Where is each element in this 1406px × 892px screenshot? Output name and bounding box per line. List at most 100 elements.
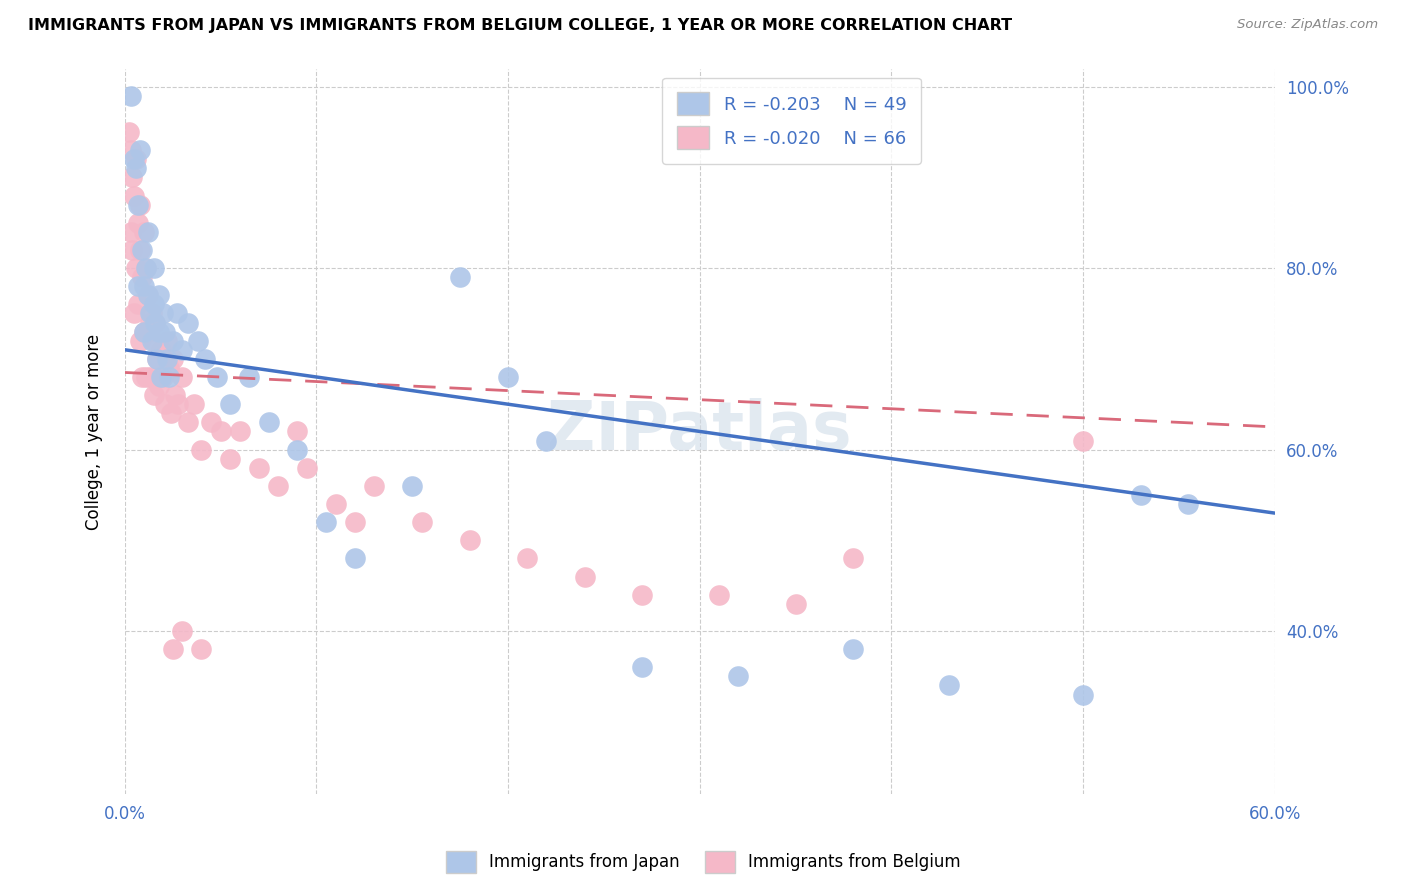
Point [150,370,173,384]
Point [142,261,165,276]
Point [124,306,146,320]
Point [177,416,200,430]
Point [411,515,433,529]
Point [177,316,200,330]
Point [146,351,169,366]
Point [142,334,165,348]
Point [141,306,163,320]
Point [152,306,174,320]
Point [183,397,205,411]
Point [148,325,170,339]
Point [295,460,318,475]
Point [118,125,141,139]
Point [156,334,179,348]
Point [1129,488,1152,502]
Point [131,243,153,257]
Point [285,425,308,439]
Point [172,624,194,638]
Point [938,678,960,692]
Point [124,153,146,167]
Point [449,270,471,285]
Text: IMMIGRANTS FROM JAPAN VS IMMIGRANTS FROM BELGIUM COLLEGE, 1 YEAR OR MORE CORRELA: IMMIGRANTS FROM JAPAN VS IMMIGRANTS FROM… [28,18,1012,33]
Point [135,261,157,276]
Point [129,197,152,211]
Point [363,479,385,493]
Point [129,143,152,157]
Point [162,334,184,348]
Point [148,379,170,393]
Point [132,325,155,339]
Point [139,370,162,384]
Point [257,416,280,430]
Point [229,425,252,439]
Point [162,642,184,657]
Point [153,325,176,339]
Point [135,261,157,276]
Point [631,588,654,602]
Point [127,216,149,230]
Point [285,442,308,457]
Point [187,334,209,348]
Point [159,406,181,420]
Point [190,442,212,457]
Point [124,188,146,202]
Point [120,143,142,157]
Point [1177,497,1199,511]
Point [247,460,270,475]
Point [219,397,242,411]
Point [785,597,807,611]
Point [136,325,159,339]
Point [157,370,180,384]
Point [125,261,148,276]
Point [219,451,242,466]
Point [129,334,152,348]
Point [1071,688,1094,702]
Point [139,306,162,320]
Point [120,225,142,239]
Point [516,551,538,566]
Point [136,225,159,239]
Point [129,243,152,257]
Point [401,479,423,493]
Point [315,515,337,529]
Point [842,551,865,566]
Point [132,225,155,239]
Point [136,288,159,302]
Legend: Immigrants from Japan, Immigrants from Belgium: Immigrants from Japan, Immigrants from B… [439,845,967,880]
Point [125,153,148,167]
Point [120,88,142,103]
Point [496,370,519,384]
Point [125,161,148,176]
Point [127,197,149,211]
Point [135,370,157,384]
Point [166,306,188,320]
Legend: R = -0.203    N = 49, R = -0.020    N = 66: R = -0.203 N = 49, R = -0.020 N = 66 [662,78,921,163]
Point [136,288,159,302]
Point [707,588,730,602]
Point [842,642,865,657]
Point [167,397,190,411]
Point [142,297,165,311]
Point [132,279,155,293]
Point [152,370,174,384]
Point [156,351,179,366]
Point [172,343,194,357]
Point [209,425,232,439]
Point [127,297,149,311]
Point [343,515,366,529]
Point [162,351,184,366]
Point [139,316,162,330]
Point [131,270,153,285]
Point [194,351,217,366]
Point [238,370,260,384]
Point [631,660,654,674]
Point [727,669,749,683]
Text: ZIPatlas: ZIPatlas [547,399,852,465]
Point [145,316,167,330]
Point [574,569,596,583]
Point [121,170,143,185]
Point [172,370,194,384]
Point [150,343,173,357]
Point [325,497,347,511]
Point [343,551,366,566]
